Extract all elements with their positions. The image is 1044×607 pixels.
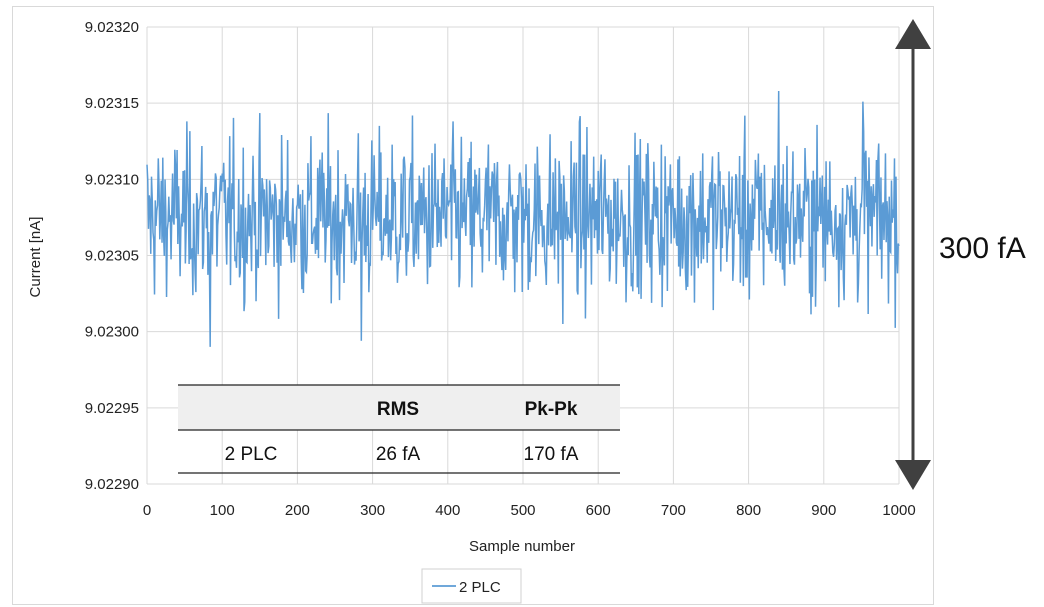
table-cell-rms: 26 fA [376,444,421,465]
x-tick-label: 700 [661,502,686,519]
x-tick-label: 100 [210,502,235,519]
y-tick-label: 9.02310 [85,171,139,188]
y-tick-label: 9.02300 [85,324,139,341]
y-tick-label: 9.02295 [85,400,139,417]
x-tick-label: 600 [586,502,611,519]
stats-table: RMS Pk-Pk 2 PLC 26 fA 170 fA [178,384,620,474]
series-2plc-line [146,90,900,347]
chart-frame [12,6,934,605]
x-tick-label: 300 [360,502,385,519]
table-header-bg [178,385,620,430]
x-tick-label: 900 [811,502,836,519]
table-header-pkpk: Pk-Pk [525,399,578,420]
table-header-rms: RMS [377,399,419,420]
y-tick-label: 9.02305 [85,248,139,265]
x-axis-title: Sample number [469,538,575,555]
y-tick-label: 9.02320 [85,19,139,36]
x-tick-label: 1000 [882,502,915,519]
y-tick-label: 9.02290 [85,476,139,493]
legend: 2 PLC [421,568,522,604]
x-tick-label: 500 [510,502,535,519]
x-tick-labels: 0 100 200 300 400 500 600 700 800 900 1000 [143,502,916,519]
y-axis-title: Current [nA] [27,217,44,298]
legend-label: 2 PLC [459,579,501,596]
x-tick-label: 400 [435,502,460,519]
table-cell-pkpk: 170 fA [524,444,579,465]
x-tick-label: 0 [143,502,151,519]
y-tick-labels: 9.02290 9.02295 9.02300 9.02305 9.02310 9.023… [85,19,139,493]
x-tick-label: 800 [736,502,761,519]
x-tick-label: 200 [285,502,310,519]
table-cell-label: 2 PLC [225,444,278,465]
range-annotation-label: 300 fA [939,232,1026,265]
y-tick-label: 9.02315 [85,95,139,112]
